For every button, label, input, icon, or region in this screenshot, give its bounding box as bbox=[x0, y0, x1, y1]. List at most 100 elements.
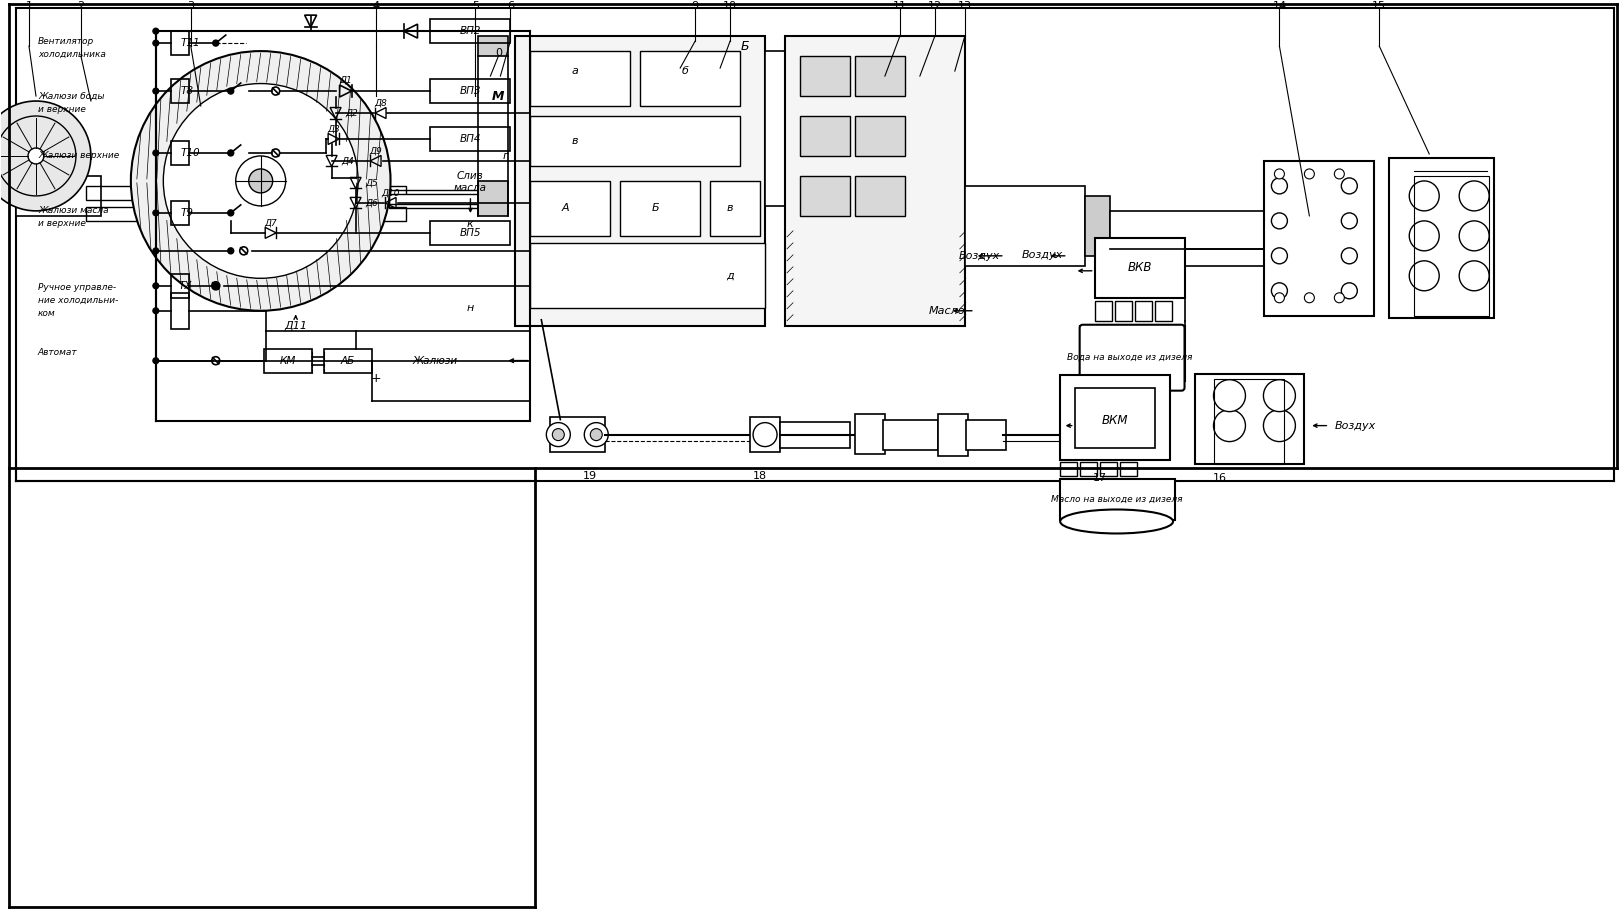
Circle shape bbox=[1212, 410, 1245, 442]
Text: Жалюзи боды: Жалюзи боды bbox=[37, 92, 104, 101]
Text: Д6: Д6 bbox=[365, 199, 378, 208]
Text: холодильника: холодильника bbox=[37, 49, 105, 59]
Circle shape bbox=[1409, 261, 1438, 291]
Text: АБ: АБ bbox=[341, 356, 354, 366]
Bar bbox=[750, 416, 779, 452]
Text: 10: 10 bbox=[722, 1, 737, 11]
Text: А: А bbox=[562, 203, 568, 213]
Bar bbox=[170, 79, 188, 103]
Text: Д11: Д11 bbox=[284, 321, 307, 330]
Text: в: в bbox=[727, 203, 734, 213]
Circle shape bbox=[153, 358, 159, 363]
Text: Д2: Д2 bbox=[346, 109, 359, 117]
Bar bbox=[263, 349, 312, 372]
Circle shape bbox=[28, 148, 44, 164]
Text: ние холодильни-: ние холодильни- bbox=[37, 296, 118, 306]
Text: 14: 14 bbox=[1271, 1, 1285, 11]
Text: 0: 0 bbox=[495, 48, 502, 58]
Bar bbox=[1388, 158, 1493, 318]
Bar bbox=[1118, 461, 1136, 476]
Text: Д5: Д5 bbox=[365, 178, 378, 188]
Circle shape bbox=[213, 40, 219, 46]
Circle shape bbox=[235, 156, 286, 206]
Text: масла: масла bbox=[454, 183, 487, 193]
Bar bbox=[1264, 161, 1373, 316]
Text: 9: 9 bbox=[691, 1, 698, 11]
Circle shape bbox=[1459, 261, 1488, 291]
Bar bbox=[170, 293, 188, 328]
Circle shape bbox=[1341, 178, 1357, 194]
FancyBboxPatch shape bbox=[1079, 325, 1183, 391]
Text: Жалюзи верхние: Жалюзи верхние bbox=[37, 152, 118, 160]
Circle shape bbox=[1263, 380, 1295, 412]
Text: ВП5: ВП5 bbox=[459, 228, 480, 238]
Bar bbox=[964, 186, 1084, 266]
Bar bbox=[531, 51, 630, 106]
Text: 11: 11 bbox=[893, 1, 906, 11]
Text: 18: 18 bbox=[753, 470, 766, 480]
Circle shape bbox=[1459, 181, 1488, 210]
Text: а: а bbox=[571, 66, 578, 76]
Text: +: + bbox=[370, 372, 381, 385]
Bar bbox=[1074, 388, 1154, 447]
Text: Т8: Т8 bbox=[180, 86, 193, 96]
Text: 17: 17 bbox=[1092, 472, 1105, 482]
Text: Д7: Д7 bbox=[265, 219, 278, 228]
Text: к: к bbox=[467, 219, 474, 229]
Circle shape bbox=[1263, 410, 1295, 442]
Bar bbox=[1079, 326, 1183, 381]
Bar bbox=[430, 19, 510, 43]
Bar bbox=[388, 190, 479, 208]
Bar bbox=[1099, 461, 1117, 476]
Circle shape bbox=[1409, 221, 1438, 251]
Bar bbox=[1084, 196, 1109, 256]
Bar bbox=[1195, 373, 1303, 464]
Bar bbox=[550, 416, 605, 452]
Text: в: в bbox=[571, 136, 578, 146]
Bar bbox=[709, 181, 760, 236]
Circle shape bbox=[1303, 293, 1313, 303]
Circle shape bbox=[153, 307, 159, 314]
Circle shape bbox=[131, 51, 390, 311]
Circle shape bbox=[153, 210, 159, 216]
Text: Жалюзи: Жалюзи bbox=[412, 356, 458, 366]
Bar bbox=[1414, 176, 1488, 316]
Circle shape bbox=[753, 423, 776, 447]
Text: Д3: Д3 bbox=[326, 124, 339, 134]
Text: ВКВ: ВКВ bbox=[1126, 262, 1151, 274]
Text: Жалюзи масла: Жалюзи масла bbox=[37, 207, 109, 215]
Bar bbox=[779, 422, 849, 447]
Circle shape bbox=[1334, 293, 1344, 303]
Text: 5: 5 bbox=[472, 1, 479, 11]
Text: Слив: Слив bbox=[456, 171, 484, 181]
Circle shape bbox=[545, 423, 570, 447]
Text: 16: 16 bbox=[1212, 472, 1225, 482]
Bar bbox=[430, 127, 510, 151]
Ellipse shape bbox=[1060, 510, 1172, 533]
Text: 13: 13 bbox=[958, 1, 971, 11]
Bar bbox=[854, 56, 904, 96]
Text: Д8: Д8 bbox=[373, 99, 386, 108]
Bar bbox=[430, 79, 510, 103]
Circle shape bbox=[1212, 380, 1245, 412]
Circle shape bbox=[584, 423, 609, 447]
Circle shape bbox=[552, 428, 563, 441]
Bar bbox=[966, 420, 1005, 449]
Text: 4: 4 bbox=[372, 1, 378, 11]
Circle shape bbox=[153, 88, 159, 94]
Text: 2: 2 bbox=[78, 1, 84, 11]
Circle shape bbox=[1274, 169, 1284, 179]
Circle shape bbox=[1341, 248, 1357, 264]
Circle shape bbox=[227, 210, 234, 216]
Circle shape bbox=[227, 88, 234, 94]
Circle shape bbox=[153, 150, 159, 156]
Text: и верхние: и верхние bbox=[37, 104, 86, 113]
Text: Б: Б bbox=[740, 39, 748, 52]
Circle shape bbox=[1271, 248, 1287, 264]
Circle shape bbox=[227, 248, 234, 253]
Circle shape bbox=[1341, 283, 1357, 299]
Text: ВП4: ВП4 bbox=[459, 134, 480, 144]
Text: г: г bbox=[502, 151, 508, 161]
Text: Масло на выходе из дизеля: Масло на выходе из дизеля bbox=[1050, 495, 1182, 504]
Circle shape bbox=[153, 28, 159, 34]
